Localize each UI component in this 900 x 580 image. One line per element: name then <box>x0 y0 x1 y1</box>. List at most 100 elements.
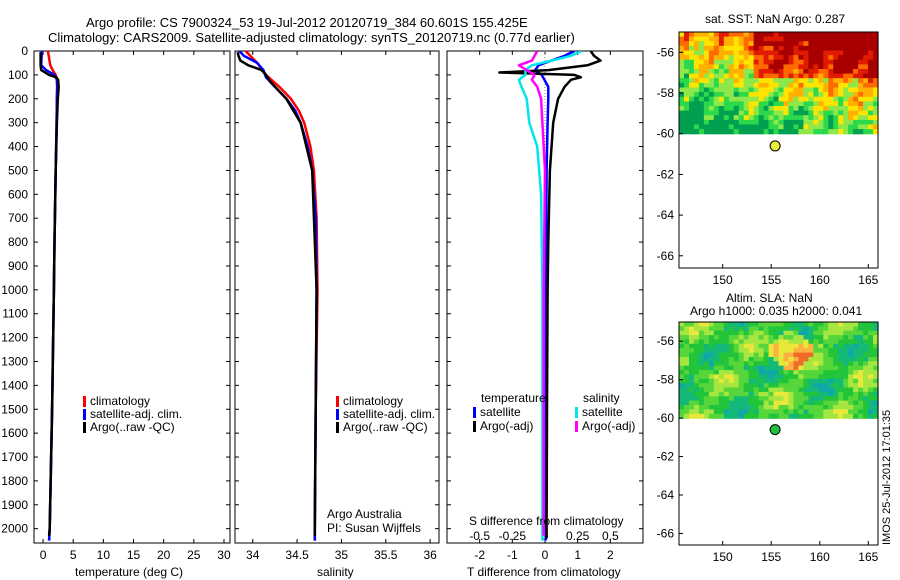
sla-cell <box>723 409 730 415</box>
sla-cell <box>873 343 879 349</box>
sla-cell <box>788 409 795 415</box>
sst-cell <box>868 55 874 61</box>
sla-cell <box>783 396 790 402</box>
sla-cell <box>753 339 760 345</box>
sla-cell <box>728 370 735 376</box>
sla-cell <box>703 352 710 358</box>
sst-cell <box>689 59 695 65</box>
sst-cell <box>828 115 834 121</box>
sst-cell <box>793 92 799 98</box>
sst-cell <box>853 87 859 93</box>
sst-cell <box>828 82 834 89</box>
sla-cell <box>833 405 839 410</box>
sla-cell <box>863 383 869 389</box>
sst-cell <box>703 50 710 56</box>
sst-cell <box>698 59 705 65</box>
sla-cell <box>728 352 735 358</box>
sst-cell <box>853 115 859 121</box>
depth-tick-label: 400 <box>8 140 28 154</box>
sst-cell <box>823 106 829 112</box>
sla-cell <box>708 343 715 349</box>
sst-cell <box>763 115 770 121</box>
sst-cell <box>793 87 799 93</box>
sst-cell <box>713 55 720 61</box>
sla-cell <box>748 339 755 345</box>
sla-cell <box>868 413 874 419</box>
sst-cell <box>803 92 809 98</box>
sla-cell <box>723 378 730 384</box>
sla-cell <box>703 322 710 327</box>
sla-cell <box>778 374 785 380</box>
sla-cell <box>693 365 700 371</box>
sla-cell <box>798 370 804 376</box>
sst-cell <box>703 64 710 70</box>
sla-cell <box>778 322 785 327</box>
sst-cell <box>858 129 864 135</box>
sst-cell <box>768 55 775 61</box>
sla-cell <box>853 391 859 397</box>
sla-cell <box>793 352 799 358</box>
sla-cell <box>843 365 849 371</box>
sst-cell <box>738 101 745 107</box>
sst-cell <box>813 96 819 102</box>
sla-cell <box>843 343 849 349</box>
sst-cell <box>833 78 839 84</box>
sla-cell <box>723 339 730 345</box>
sst-cell <box>723 32 730 38</box>
sla-cell <box>863 361 869 367</box>
sst-map-frame <box>678 31 879 269</box>
depth-tick-label: 600 <box>8 187 28 201</box>
sst-cell <box>713 50 720 56</box>
sst-cell <box>743 106 750 112</box>
sst-map-axes: 150 155 160 165-56-58-60-62-64-66 <box>657 45 879 287</box>
sla-cell <box>679 370 685 376</box>
sst-cell <box>783 101 790 107</box>
sla-cell <box>748 370 755 376</box>
sla-cell <box>863 370 869 376</box>
sla-cell <box>813 357 819 362</box>
sla-cell <box>758 400 765 406</box>
sst-cell <box>733 45 740 52</box>
map-x-tick-label: 165 <box>858 273 878 287</box>
sla-cell <box>703 335 710 341</box>
sst-cell <box>763 92 770 98</box>
sla-cell <box>733 405 740 410</box>
sla-cell <box>788 326 795 332</box>
sla-cell <box>833 352 839 358</box>
sla-cell <box>748 405 755 410</box>
sla-cell <box>813 387 819 393</box>
sst-cell <box>803 64 809 70</box>
sla-cell <box>708 339 715 345</box>
sst-cell <box>843 64 849 70</box>
sla-cell <box>743 322 750 327</box>
sst-cell <box>718 73 725 79</box>
depth-tick-label: 900 <box>8 259 28 273</box>
sla-cell <box>689 335 695 341</box>
sla-cell <box>703 343 710 349</box>
sst-cell <box>708 96 715 102</box>
sst-cell <box>788 115 795 121</box>
sst-cell <box>768 82 775 89</box>
sla-cell <box>848 409 854 415</box>
sst-cell <box>768 92 775 98</box>
depth-tick-label: 1600 <box>1 426 28 440</box>
sst-cell <box>818 69 824 75</box>
sst-cell <box>833 92 839 98</box>
figure-title-line1: Argo profile: CS 7900324_53 19-Jul-2012 … <box>86 15 528 30</box>
sla-cell <box>733 339 740 345</box>
sla-cell <box>698 370 705 376</box>
sla-cell <box>778 409 785 415</box>
sla-cell <box>763 374 770 380</box>
sla-cell <box>813 374 819 380</box>
sla-cell <box>818 400 824 406</box>
sst-cell <box>828 64 834 70</box>
sst-cell <box>693 45 700 52</box>
sst-cell <box>758 59 765 65</box>
sla-cell <box>708 361 715 367</box>
sla-cell <box>728 335 735 341</box>
sst-cell <box>848 129 854 135</box>
sla-cell <box>723 387 730 393</box>
sla-cell <box>783 335 790 341</box>
sst-cell <box>728 32 735 38</box>
sst-argo-position-marker <box>769 140 781 152</box>
